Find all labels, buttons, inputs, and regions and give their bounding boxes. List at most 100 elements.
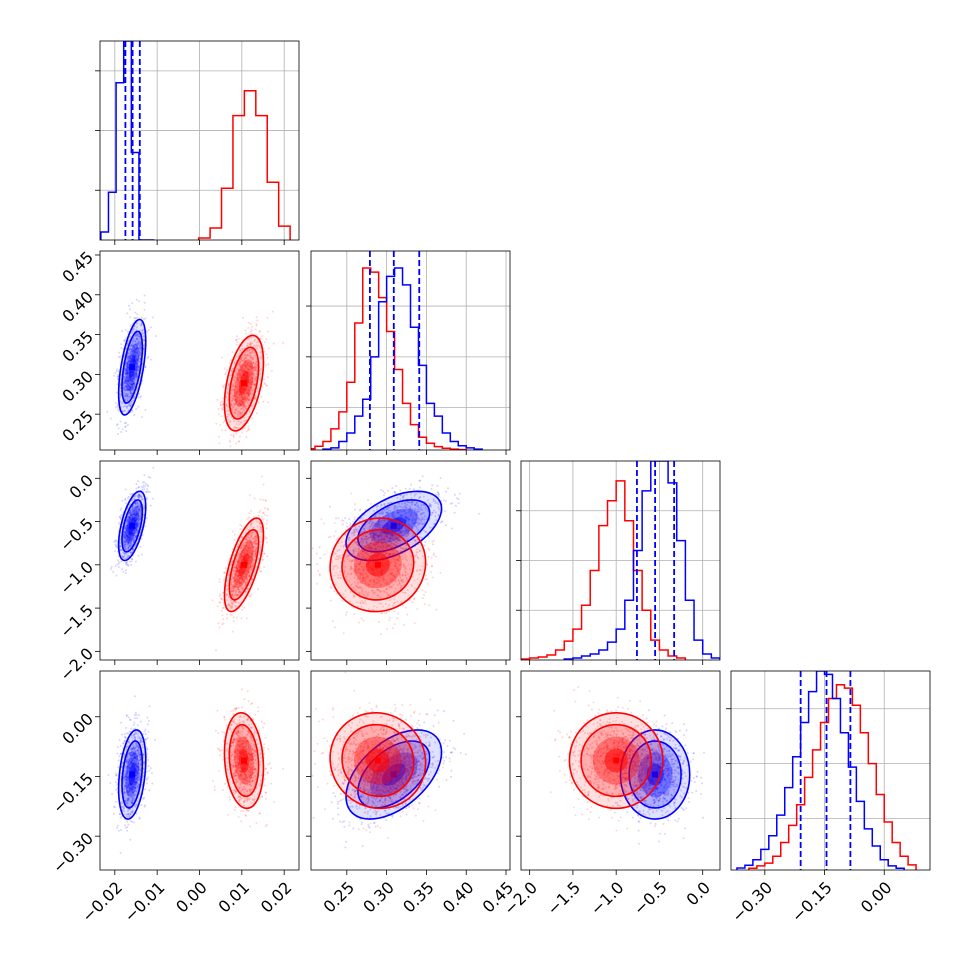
scatter-point — [135, 518, 138, 521]
scatter-point — [262, 512, 265, 514]
scatter-point — [250, 523, 253, 526]
scatter-point — [231, 405, 234, 408]
scatter-point — [230, 607, 233, 610]
scatter-point — [241, 399, 244, 401]
scatter-point — [241, 398, 244, 401]
scatter-point — [123, 557, 126, 560]
scatter-point — [239, 547, 242, 549]
scatter-point — [137, 356, 140, 359]
scatter-point — [253, 366, 256, 368]
scatter-point — [242, 548, 245, 551]
scatter-point — [128, 544, 131, 547]
scatter-point — [252, 565, 255, 567]
scatter-point — [135, 526, 138, 529]
scatter-point — [248, 389, 251, 392]
scatter-point — [388, 619, 391, 622]
scatter-point — [240, 576, 243, 578]
scatter-point — [248, 374, 251, 377]
scatter-point — [241, 395, 244, 398]
scatter-point — [234, 567, 237, 570]
scatter-point — [135, 517, 138, 519]
scatter-point — [130, 378, 133, 381]
scatter-point — [133, 529, 136, 532]
scatter-point — [248, 594, 251, 597]
scatter-point — [135, 408, 138, 410]
scatter-point — [125, 553, 128, 556]
scatter-point — [126, 534, 129, 537]
scatter-point — [457, 498, 460, 501]
scatter-point — [128, 539, 131, 542]
scatter-point — [219, 424, 222, 426]
scatter-point — [125, 405, 128, 408]
scatter-point — [262, 558, 265, 561]
scatter-point — [125, 561, 128, 563]
scatter-point — [146, 488, 148, 491]
scatter-point — [123, 534, 126, 536]
scatter-point — [237, 579, 240, 581]
scatter-point — [249, 348, 252, 351]
scatter-point — [135, 359, 138, 362]
scatter-point — [223, 571, 226, 574]
scatter-point — [233, 554, 235, 557]
scatter-point — [136, 335, 139, 338]
scatter-point — [129, 386, 132, 389]
scatter-point — [138, 518, 141, 521]
scatter-point — [144, 408, 147, 411]
scatter-point — [247, 399, 250, 402]
scatter-point — [220, 597, 223, 600]
scatter-point — [135, 506, 138, 509]
scatter-point — [129, 545, 131, 548]
scatter-point — [240, 587, 243, 590]
scatter-point — [236, 575, 239, 578]
scatter-point — [136, 514, 139, 517]
scatter-point — [245, 617, 248, 620]
scatter-point — [447, 487, 449, 490]
scatter-point — [121, 556, 124, 559]
scatter-point — [231, 594, 234, 597]
scatter-point — [126, 564, 129, 567]
scatter-point — [237, 570, 240, 573]
scatter-point — [251, 348, 254, 351]
scatter-point — [129, 536, 132, 538]
scatter-point — [235, 392, 238, 395]
scatter-point — [394, 508, 397, 510]
scatter-point — [123, 370, 126, 373]
scatter-point — [132, 339, 135, 342]
scatter-point — [241, 369, 244, 372]
scatter-point — [133, 514, 136, 517]
scatter-point — [243, 398, 246, 401]
scatter-point — [123, 375, 126, 378]
scatter-point — [132, 377, 134, 380]
scatter-point — [128, 520, 131, 523]
scatter-point — [122, 551, 125, 554]
scatter-point — [237, 569, 240, 572]
scatter-point — [124, 543, 127, 546]
scatter-point — [365, 509, 367, 512]
scatter-point — [132, 509, 135, 512]
scatter-point — [123, 381, 126, 384]
scatter-point — [453, 493, 456, 496]
scatter-point — [122, 388, 125, 391]
scatter-point — [266, 519, 269, 522]
scatter-point — [141, 332, 144, 335]
scatter-point — [234, 380, 237, 383]
scatter-point — [248, 428, 251, 431]
scatter-point — [136, 494, 139, 497]
scatter-point — [246, 401, 249, 404]
scatter-point — [129, 348, 131, 351]
scatter-point — [238, 375, 241, 377]
scatter-point — [119, 420, 122, 423]
scatter-point — [123, 387, 126, 390]
scatter-point — [254, 375, 257, 378]
scatter-point — [357, 621, 360, 624]
scatter-point — [246, 570, 249, 573]
scatter-point — [232, 576, 235, 579]
scatter-point — [126, 395, 129, 398]
scatter-point — [239, 374, 242, 377]
scatter-point — [125, 561, 128, 564]
scatter-point — [238, 553, 241, 556]
scatter-point — [241, 400, 244, 403]
scatter-point — [266, 330, 269, 333]
scatter-point — [131, 506, 134, 509]
scatter-point — [243, 356, 246, 359]
